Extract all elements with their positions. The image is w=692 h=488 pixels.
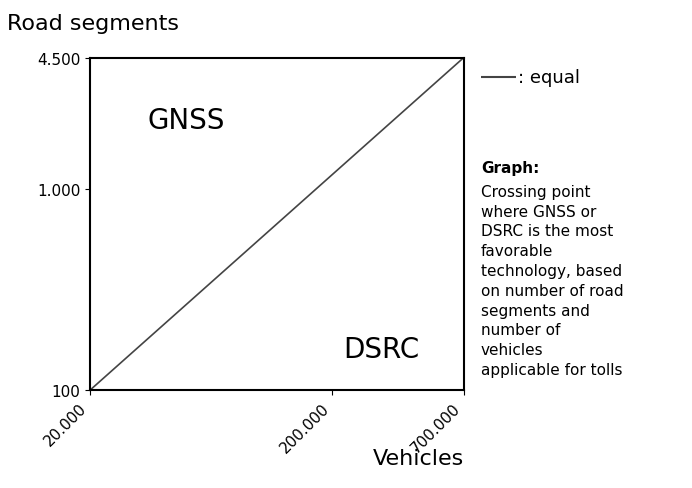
Text: : equal: : equal — [518, 69, 580, 86]
Text: Road segments: Road segments — [7, 14, 179, 34]
Text: DSRC: DSRC — [343, 335, 419, 364]
Text: GNSS: GNSS — [147, 107, 225, 135]
Text: Graph:: Graph: — [481, 161, 539, 176]
Text: Crossing point
where GNSS or
DSRC is the most
favorable
technology, based
on num: Crossing point where GNSS or DSRC is the… — [481, 184, 623, 377]
Text: Vehicles: Vehicles — [372, 448, 464, 468]
